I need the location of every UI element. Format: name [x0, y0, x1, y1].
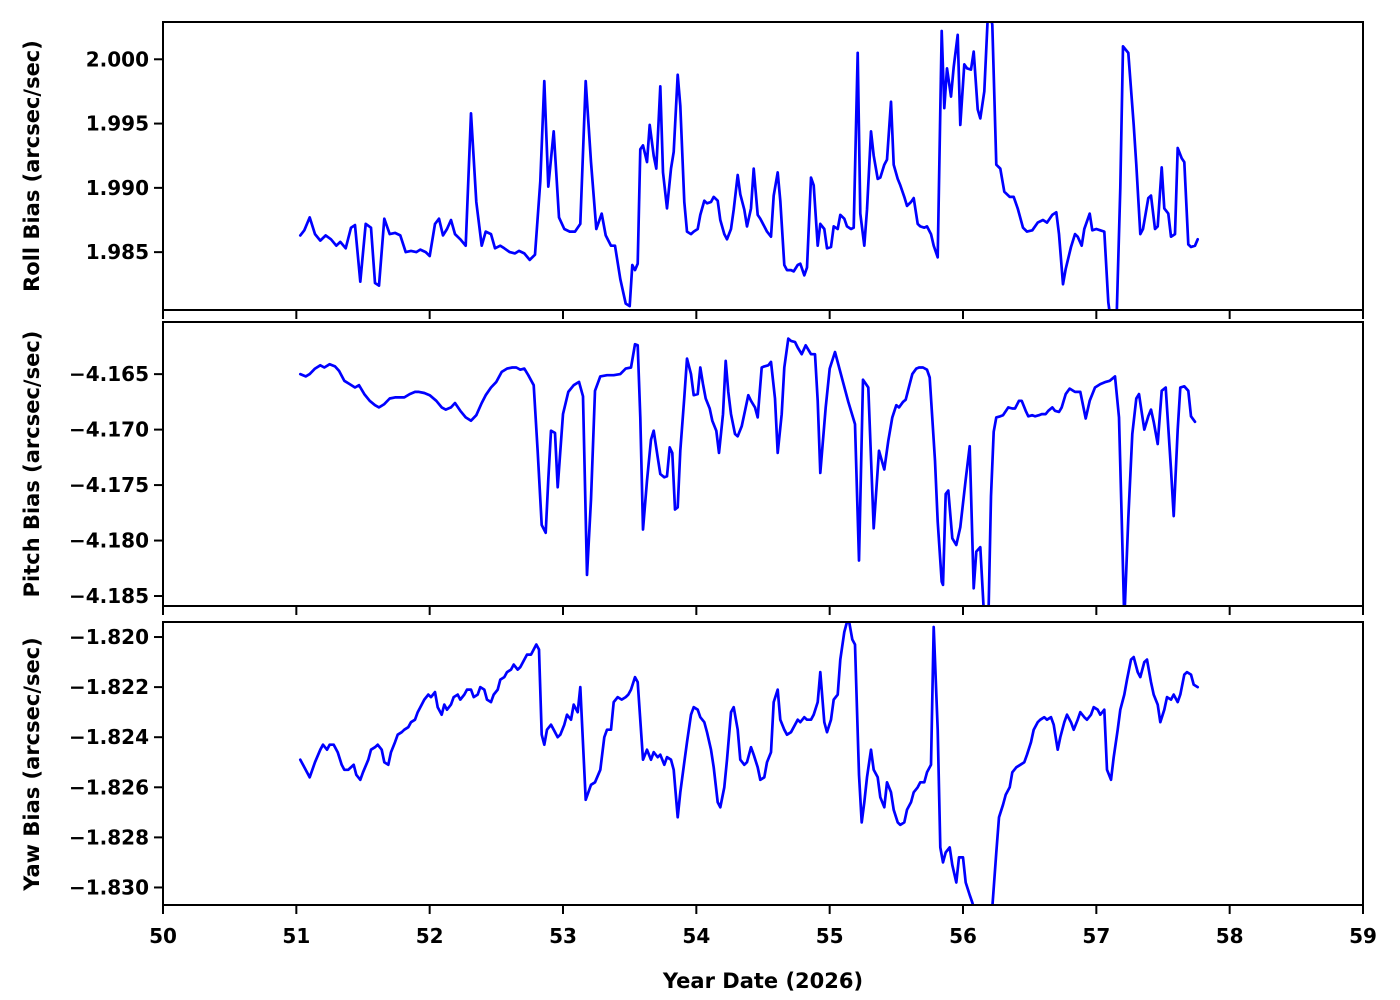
y-tick-label: 1.985	[86, 240, 149, 264]
y-tick-label: 2.000	[86, 47, 149, 71]
y-tick-label: −1.828	[69, 825, 149, 849]
series-line-yaw	[298, 622, 1200, 905]
roll-y-axis-label: Roll Bias (arcsec/sec)	[20, 40, 44, 292]
yaw-y-axis-label: Yaw Bias (arcsec/sec)	[20, 637, 44, 891]
pitch-y-axis-label: Pitch Bias (arcsec/sec)	[20, 330, 44, 598]
y-tick-label: −4.185	[69, 584, 149, 608]
y-tick-label: 1.990	[86, 176, 149, 200]
x-tick-label: 53	[549, 924, 577, 948]
x-tick-label: 55	[816, 924, 844, 948]
axes-spine-pitch	[162, 321, 1364, 607]
x-tick-label: 57	[1082, 924, 1110, 948]
axes-spine-yaw	[162, 621, 1364, 906]
x-tick-label: 50	[149, 924, 177, 948]
x-tick-label: 54	[682, 924, 710, 948]
x-tick-label: 56	[949, 924, 977, 948]
y-tick-label: −1.830	[69, 875, 149, 899]
y-tick-label: −4.180	[69, 529, 149, 553]
y-tick-label: −1.824	[69, 725, 149, 749]
y-tick-label: −4.175	[69, 473, 149, 497]
y-tick-label: −1.822	[69, 675, 149, 699]
series-line-roll	[298, 22, 1200, 310]
y-tick-label: −1.820	[69, 625, 149, 649]
x-tick-label: 51	[282, 924, 310, 948]
series-line-pitch	[298, 337, 1197, 606]
x-tick-label: 52	[416, 924, 444, 948]
y-tick-label: −4.170	[69, 418, 149, 442]
y-tick-label: −1.826	[69, 775, 149, 799]
x-axis-label: Year Date (2026)	[662, 969, 864, 993]
x-tick-label: 59	[1349, 924, 1377, 948]
y-tick-label: −4.165	[69, 362, 149, 386]
y-tick-label: 1.995	[86, 112, 149, 136]
x-tick-label: 58	[1216, 924, 1244, 948]
axes-spine-roll	[162, 21, 1364, 311]
